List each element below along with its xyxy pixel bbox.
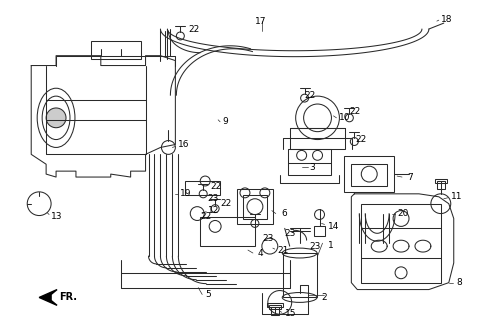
Bar [290,128,346,149]
Text: 23: 23 [207,194,218,203]
Bar [288,149,331,175]
Polygon shape [39,290,57,305]
Text: 18: 18 [441,15,452,24]
Bar [185,181,220,195]
Bar [283,253,316,298]
Text: 11: 11 [451,192,462,201]
Text: 22: 22 [304,91,316,100]
Bar [361,204,441,283]
Text: 22: 22 [210,182,221,191]
Text: 14: 14 [327,222,339,231]
Text: 2: 2 [322,293,327,302]
Bar [91,41,141,59]
Text: 3: 3 [310,163,315,172]
Bar [344,156,394,192]
Text: 19: 19 [180,189,192,198]
Text: 20: 20 [397,209,409,218]
Text: 22: 22 [349,108,360,116]
Bar [200,217,255,246]
Text: 5: 5 [205,290,211,299]
Text: 9: 9 [222,117,228,126]
Text: 10: 10 [339,113,351,122]
Text: 22: 22 [220,199,231,208]
Text: 22: 22 [355,135,367,144]
Text: 7: 7 [407,172,413,181]
Bar [435,179,447,183]
Text: 16: 16 [178,140,190,149]
Bar [437,181,445,189]
Text: 22: 22 [188,25,199,34]
Text: 1: 1 [327,241,333,250]
Bar [314,226,326,236]
Text: 22: 22 [200,212,211,221]
Text: 17: 17 [255,17,266,26]
Text: 12: 12 [208,206,219,215]
Text: 4: 4 [258,249,263,258]
Text: 21: 21 [278,245,289,255]
Text: 23: 23 [310,242,321,251]
Text: 8: 8 [456,278,463,287]
Bar [269,305,281,309]
Text: 15: 15 [285,309,296,318]
Text: 6: 6 [282,209,287,218]
Bar [267,303,283,307]
Circle shape [46,108,66,128]
Text: 23: 23 [262,234,273,243]
Bar [237,189,273,224]
Bar [243,195,267,219]
Text: 23: 23 [285,229,296,238]
Bar [351,164,387,186]
Text: FR.: FR. [59,292,77,302]
Bar [271,307,279,315]
Text: 13: 13 [51,212,63,221]
